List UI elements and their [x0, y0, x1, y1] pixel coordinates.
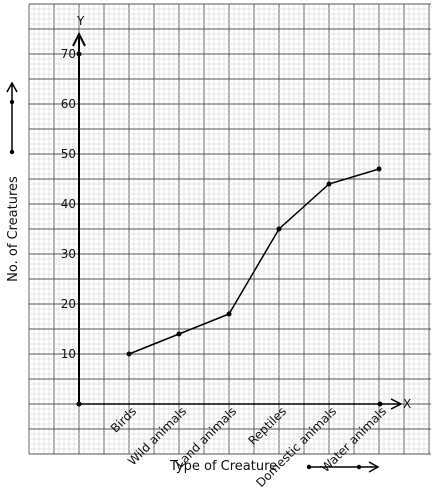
y-axis-letter: Y: [76, 14, 85, 28]
y-tick-label: 10: [61, 347, 76, 361]
y-tick-label: 30: [61, 247, 76, 261]
y-tick-label: 60: [61, 97, 76, 111]
y-tick-label: 20: [61, 297, 76, 311]
origin-point: [76, 401, 82, 407]
x-direction-arrow-icon: [306, 461, 380, 473]
data-point: [376, 166, 382, 172]
data-point: [126, 351, 132, 357]
x-axis-title: Type of Creature: [169, 459, 277, 474]
y-direction-arrow-icon: [6, 81, 18, 155]
data-point: [326, 181, 332, 187]
data-point: [176, 331, 182, 337]
grid: [28, 3, 431, 455]
y-tick-label: 40: [61, 197, 76, 211]
x-axis-letter: X: [403, 397, 411, 411]
data-point: [276, 226, 282, 232]
y-axis-title: No. of Creatures: [6, 176, 21, 282]
y-axis-arrow: [72, 31, 86, 47]
axes: [72, 31, 403, 410]
data-points: [126, 166, 382, 357]
y-tick-label: 50: [61, 147, 76, 161]
x-axis-arrow: [390, 398, 403, 410]
data-point: [226, 311, 232, 317]
series-line: [128, 168, 380, 355]
x-axis-end-point: [377, 401, 383, 407]
y-tick-labels: 10 20 30 40 50 60 70: [61, 47, 76, 361]
y-tick-label: 70: [61, 47, 76, 61]
y-axis-end-point: [76, 51, 82, 57]
